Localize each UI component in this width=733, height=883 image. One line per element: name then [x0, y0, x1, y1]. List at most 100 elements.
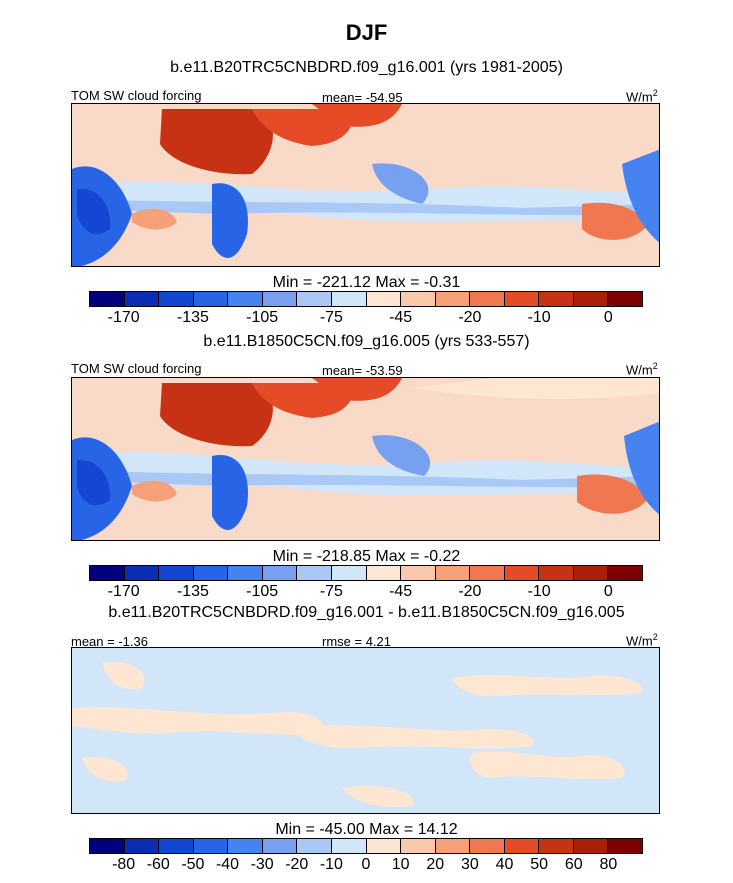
panel-1-colorbar-tick-label: -135	[176, 309, 209, 326]
panel-1-mean-label: mean= -54.95	[322, 90, 403, 105]
panel-3-colorbar-swatch	[90, 839, 125, 853]
panel-2-colorbar-swatch	[228, 566, 263, 580]
panel-1-colorbar-swatch	[539, 292, 574, 306]
panel-3-colorbar-tick-label: 40	[495, 856, 514, 873]
panel-3-colorbar-tick-label: 10	[391, 856, 410, 873]
panel-3-colorbar-tick-label: 30	[460, 856, 479, 873]
panel-2-colorbar-swatch	[608, 566, 642, 580]
panel-3-colorbar-tick-label: -20	[285, 856, 309, 873]
panel-1-title: b.e11.B20TRC5CNBDRD.f09_g16.001 (yrs 198…	[170, 59, 563, 76]
panel-1-colorbar-swatch	[193, 292, 229, 306]
panel-1-colorbar-swatch	[124, 292, 160, 306]
panel-1-colorbar-swatch	[470, 292, 505, 306]
panel-1-colorbar-swatch	[573, 292, 609, 306]
panel-3-colorbar-swatch	[573, 839, 609, 853]
panel-2-colorbar-ticks: -170 -135 -105 -75 -45 -20 -10 0	[0, 583, 733, 601]
panel-3-colorbar-swatch	[124, 839, 160, 853]
panel-3-units: W/m2	[626, 632, 658, 649]
panel-3-colorbar-swatch	[539, 839, 574, 853]
panel-1-colorbar-swatch	[90, 292, 125, 306]
panel-2-colorbar-swatch	[262, 566, 298, 580]
panel-1-colorbar-swatch	[262, 292, 298, 306]
panel-2-colorbar-tick-label: -170	[107, 583, 140, 600]
panel-1-units: W/m2	[626, 88, 658, 105]
panel-2-colorbar-tick-label: -135	[176, 583, 209, 600]
panel-2-colorbar-swatch	[331, 566, 367, 580]
panel-2-colorbar-swatch	[193, 566, 229, 580]
panel-3-colorbar-swatch	[193, 839, 229, 853]
panel-2-colorbar-swatch	[504, 566, 540, 580]
panel-1-colorbar-tick-label: 0	[603, 309, 613, 326]
panel-3-colorbar-swatch	[262, 839, 298, 853]
panel-3-colorbar-ticks: -80 -60 -50 -40 -30 -20 -10 0 10 20 30 40 50 60 80	[0, 856, 733, 874]
panel-1-map	[71, 103, 660, 267]
panel-3-colorbar-tick-label: -10	[319, 856, 343, 873]
panel-2-colorbar-tick-label: -75	[319, 583, 343, 600]
panel-1-colorbar-swatch	[608, 292, 642, 306]
panel-2-colorbar-tick-label: -10	[527, 583, 551, 600]
panel-3-mean-label: mean = -1.36	[71, 634, 148, 649]
panel-3-colorbar-tick-label: 80	[599, 856, 618, 873]
panel-2-minmax: Min = -218.85 Max = -0.22	[272, 548, 461, 565]
panel-1-minmax: Min = -221.12 Max = -0.31	[272, 274, 461, 291]
panel-1-colorbar-swatch	[401, 292, 436, 306]
panel-1-colorbar-ticks: -170 -135 -105 -75 -45 -20 -10 0	[0, 309, 733, 327]
panel-2-units: W/m2	[626, 361, 658, 378]
panel-3-colorbar	[89, 838, 643, 854]
panel-3-colorbar-swatch	[297, 839, 332, 853]
panel-3-colorbar-tick-label: 0	[361, 856, 371, 873]
panel-2-colorbar-tick-label: -105	[246, 583, 279, 600]
panel-3-colorbar-swatch	[331, 839, 367, 853]
panel-2-colorbar-swatch	[573, 566, 609, 580]
panel-2-colorbar-swatch	[470, 566, 505, 580]
panel-2-colorbar-tick-label: -20	[458, 583, 482, 600]
panel-3-colorbar-tick-label: 60	[564, 856, 583, 873]
panel-1-colorbar-tick-label: -20	[458, 309, 482, 326]
panel-1-colorbar-swatch	[159, 292, 194, 306]
panel-3-colorbar-swatch	[504, 839, 540, 853]
panel-2-colorbar	[89, 565, 643, 581]
panel-3-colorbar-tick-label: -40	[215, 856, 240, 873]
panel-1-colorbar-tick-label: -45	[389, 309, 413, 326]
panel-2-colorbar-tick-label: -45	[389, 583, 413, 600]
panel-2-colorbar-swatch	[297, 566, 332, 580]
panel-1-colorbar-swatch	[297, 292, 332, 306]
panel-3-map	[71, 647, 660, 814]
panel-2-colorbar-swatch	[435, 566, 471, 580]
panel-3-minmax: Min = -45.00 Max = 14.12	[275, 821, 458, 838]
panel-2-colorbar-tick-label: 0	[603, 583, 613, 600]
panel-2-colorbar-swatch	[90, 566, 125, 580]
panel-1-colorbar-tick-label: -75	[319, 309, 343, 326]
panel-2-title: b.e11.B1850C5CN.f09_g16.005 (yrs 533-557…	[203, 333, 530, 350]
panel-1-colorbar-tick-label: -170	[107, 309, 140, 326]
panel-3-colorbar-swatch	[608, 839, 642, 853]
panel-2-variable-label: TOM SW cloud forcing	[71, 361, 202, 376]
panel-2-colorbar-swatch	[124, 566, 160, 580]
panel-3-colorbar-tick-label: 50	[530, 856, 549, 873]
panel-3-colorbar-swatch	[435, 839, 471, 853]
panel-3-colorbar-tick-label: -30	[250, 856, 274, 873]
panel-3-colorbar-swatch	[401, 839, 436, 853]
panel-2-mean-label: mean= -53.59	[322, 363, 403, 378]
panel-3-colorbar-swatch	[228, 839, 263, 853]
figure-title: DJF	[345, 20, 388, 45]
panel-1-colorbar-swatch	[504, 292, 540, 306]
panel-3-colorbar-tick-label: -60	[146, 856, 170, 873]
panel-1-colorbar	[89, 291, 643, 307]
panel-2-colorbar-swatch	[401, 566, 436, 580]
panel-2-colorbar-swatch	[159, 566, 194, 580]
panel-2-colorbar-swatch	[366, 566, 402, 580]
panel-3-rmse-label: rmse = 4.21	[322, 634, 392, 649]
panel-1-colorbar-swatch	[228, 292, 263, 306]
panel-3-colorbar-swatch	[366, 839, 402, 853]
panel-3-colorbar-swatch	[470, 839, 505, 853]
panel-1-colorbar-tick-label: -10	[527, 309, 551, 326]
panel-3-colorbar-swatch	[159, 839, 194, 853]
panel-1-variable-label: TOM SW cloud forcing	[71, 88, 202, 103]
panel-2-colorbar-swatch	[539, 566, 574, 580]
panel-1-colorbar-swatch	[435, 292, 471, 306]
panel-1-colorbar-tick-label: -105	[246, 309, 279, 326]
panel-1-colorbar-swatch	[366, 292, 402, 306]
panel-2-map	[71, 377, 660, 541]
panel-1-colorbar-swatch	[331, 292, 367, 306]
